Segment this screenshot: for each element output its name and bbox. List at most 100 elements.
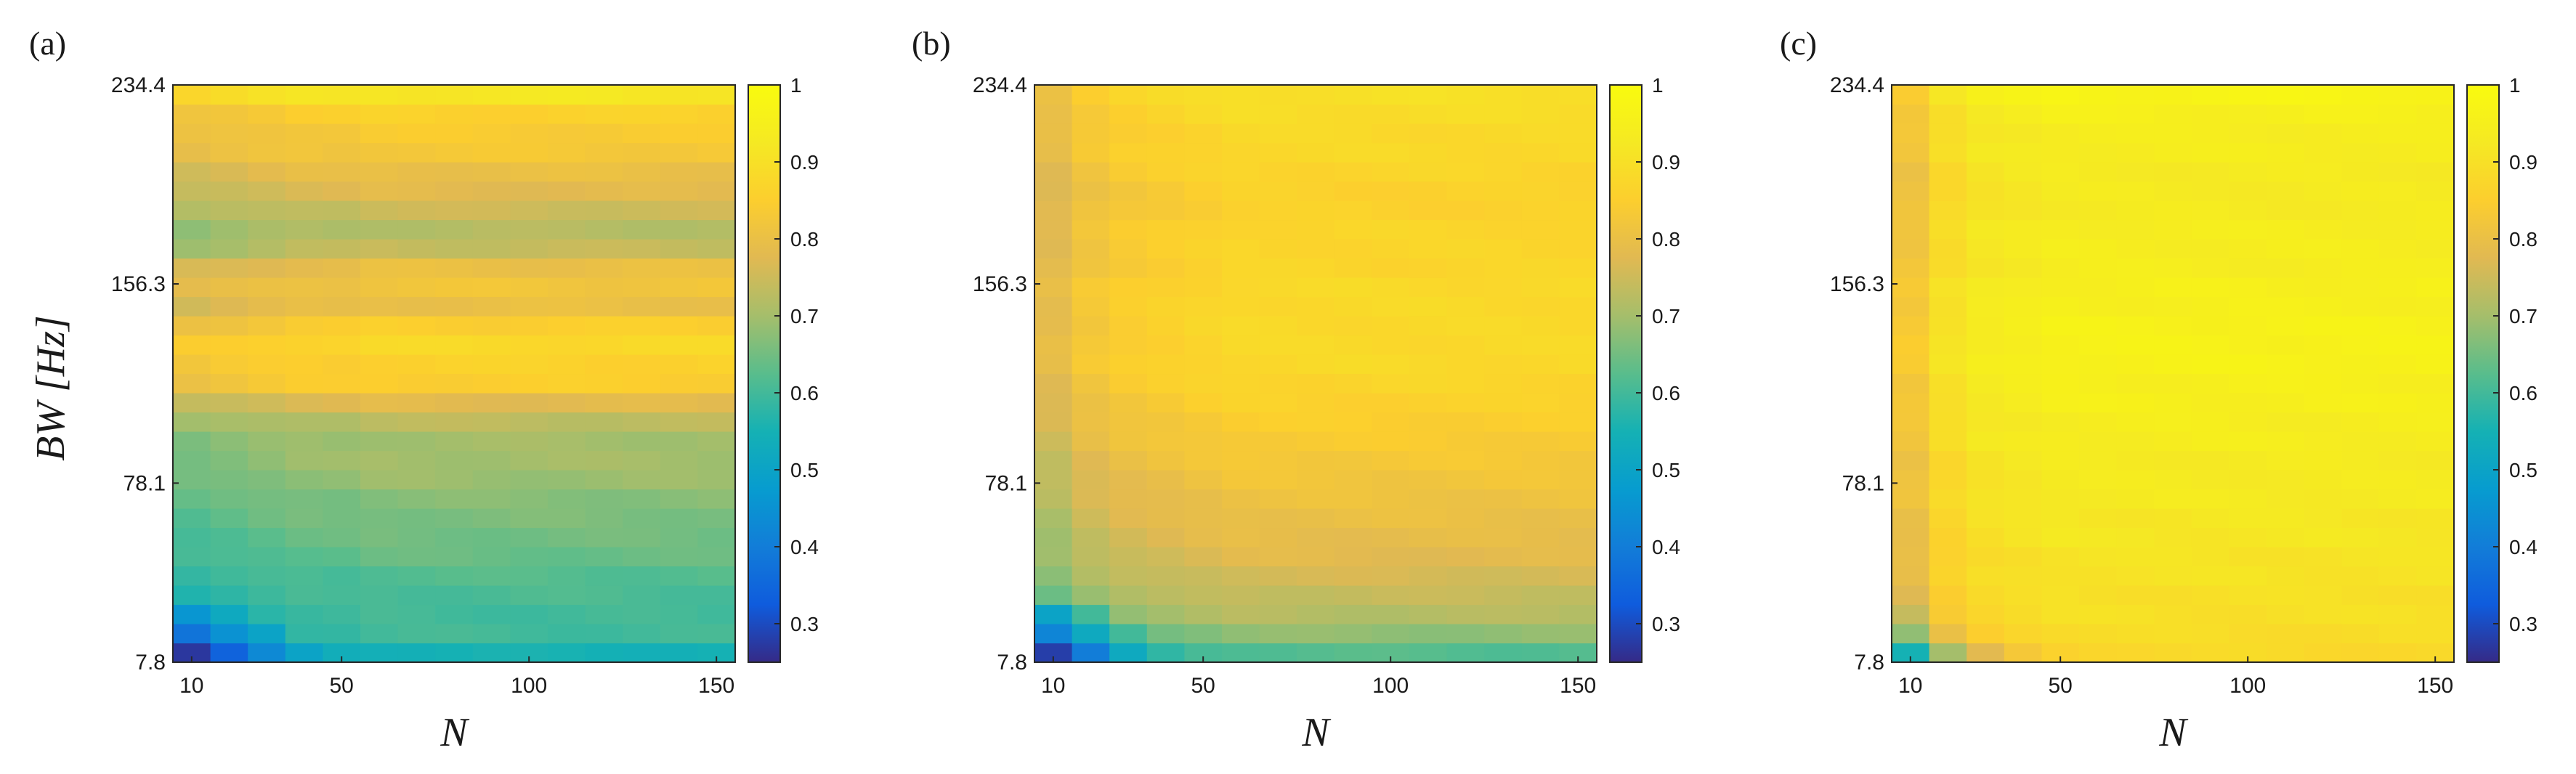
- heatmap-cell: [173, 373, 211, 394]
- heatmap-cell: [2191, 412, 2229, 432]
- heatmap-cell: [1334, 219, 1372, 240]
- heatmap-cell: [585, 123, 623, 144]
- heatmap-cell: [2079, 200, 2118, 221]
- heatmap-cell: [2304, 104, 2342, 124]
- heatmap-cell: [1967, 258, 2005, 278]
- heatmap-cell: [585, 354, 623, 375]
- heatmap-cell: [1446, 123, 1485, 144]
- heatmap-cell: [2267, 643, 2305, 663]
- heatmap-cell: [548, 335, 586, 355]
- heatmap-cell: [2267, 354, 2305, 375]
- colorbar-tick-label: 0.9: [1652, 151, 1680, 174]
- heatmap-cell: [435, 547, 474, 567]
- heatmap-cell: [585, 239, 623, 259]
- heatmap-cell: [585, 450, 623, 470]
- heatmap-cell: [210, 354, 248, 375]
- heatmap-cell: [510, 508, 548, 529]
- heatmap-cell: [1334, 142, 1372, 163]
- heatmap-cell: [1334, 604, 1372, 624]
- heatmap-cell: [1146, 296, 1185, 317]
- heatmap-cell: [435, 181, 474, 201]
- heatmap-cell: [2304, 412, 2342, 432]
- heatmap-cell: [210, 85, 248, 105]
- heatmap-cell: [1892, 296, 1930, 317]
- heatmap-cell: [1484, 450, 1523, 470]
- heatmap-cell: [660, 508, 698, 529]
- heatmap-cell: [697, 527, 736, 547]
- heatmap-cell: [1146, 489, 1185, 509]
- heatmap-cell: [1559, 527, 1597, 547]
- heatmap-cell: [2267, 239, 2305, 259]
- heatmap-cell: [1334, 470, 1372, 490]
- heatmap-cell: [173, 239, 211, 259]
- heatmap-cell: [1109, 470, 1148, 490]
- heatmap-cell: [1109, 85, 1148, 105]
- heatmap-cell: [2416, 162, 2455, 182]
- heatmap-cell: [1072, 181, 1110, 201]
- heatmap-cell: [1484, 393, 1523, 413]
- heatmap-cell: [1521, 604, 1560, 624]
- heatmap-cell: [210, 219, 248, 240]
- heatmap-cell: [2079, 566, 2118, 586]
- heatmap-cell: [285, 335, 323, 355]
- heatmap-cell: [1222, 393, 1260, 413]
- heatmap-cell: [2416, 335, 2455, 355]
- heatmap-panel-b: 10 50 100 150 7.8 78.1 156.3 234.4 N (b) 0.3 0.4 0.5…: [912, 25, 1680, 755]
- heatmap-cell: [435, 277, 474, 298]
- heatmap-cell: [1072, 239, 1110, 259]
- colorbar-tick-label: 0.3: [1652, 613, 1680, 635]
- heatmap-cell: [1259, 450, 1297, 470]
- heatmap-cell: [1334, 354, 1372, 375]
- colorbar: [2466, 84, 2500, 663]
- heatmap-cell: [1222, 123, 1260, 144]
- heatmap-cell: [2229, 104, 2267, 124]
- heatmap-cell: [510, 142, 548, 163]
- heatmap-cell: [2154, 393, 2192, 413]
- heatmap-cell: [472, 585, 511, 606]
- heatmap-cell: [173, 393, 211, 413]
- heatmap-cell: [2191, 219, 2229, 240]
- heatmap-cell: [1521, 296, 1560, 317]
- heatmap-cell: [1559, 123, 1597, 144]
- heatmap-cell: [1372, 123, 1410, 144]
- heatmap-cell: [472, 104, 511, 124]
- heatmap-cell: [210, 470, 248, 490]
- heatmap-cell: [1146, 200, 1185, 221]
- heatmap-cell: [1409, 470, 1448, 490]
- heatmap-cell: [1409, 624, 1448, 644]
- heatmap-cell: [1559, 258, 1597, 278]
- heatmap-cell: [2378, 162, 2417, 182]
- heatmap-cell: [697, 219, 736, 240]
- heatmap-cell: [2304, 566, 2342, 586]
- heatmap-cell: [623, 566, 661, 586]
- heatmap-cell: [472, 566, 511, 586]
- panel-label: (a): [29, 25, 66, 62]
- x-axis-title: N: [440, 710, 469, 755]
- heatmap-cell: [1109, 123, 1148, 144]
- heatmap-cell: [1184, 123, 1223, 144]
- heatmap-cell: [248, 643, 286, 663]
- heatmap-cell: [2378, 104, 2417, 124]
- heatmap-cell: [2416, 219, 2455, 240]
- colorbar-tick-label: 0.6: [790, 382, 819, 404]
- heatmap-cell: [1259, 239, 1297, 259]
- heatmap-cell: [1184, 316, 1223, 336]
- heatmap-cell: [1967, 142, 2005, 163]
- heatmap-cell: [2267, 219, 2305, 240]
- heatmap-cell: [510, 489, 548, 509]
- heatmap-cell: [2341, 585, 2380, 606]
- heatmap-cell: [435, 258, 474, 278]
- heatmap-cell: [1521, 162, 1560, 182]
- heatmap-cell: [1446, 219, 1485, 240]
- heatmap-cell: [1372, 585, 1410, 606]
- heatmap-cell: [2229, 219, 2267, 240]
- heatmap-cell: [323, 258, 361, 278]
- heatmap-cell: [1446, 585, 1485, 606]
- heatmap-cell: [435, 123, 474, 144]
- heatmap-cell: [585, 142, 623, 163]
- heatmap-cell: [1484, 489, 1523, 509]
- heatmap-cell: [2304, 181, 2342, 201]
- heatmap-cell: [660, 258, 698, 278]
- heatmap-cell: [2341, 277, 2380, 298]
- heatmap-cell: [2079, 527, 2118, 547]
